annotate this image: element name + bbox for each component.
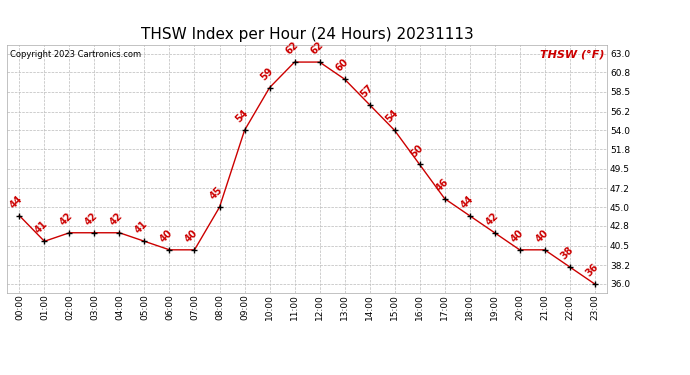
Text: 40: 40 <box>509 228 525 244</box>
Text: 54: 54 <box>384 108 400 125</box>
Text: 60: 60 <box>333 57 350 74</box>
Text: 42: 42 <box>108 211 125 227</box>
Text: 42: 42 <box>59 211 75 227</box>
Text: 62: 62 <box>284 40 300 57</box>
Title: THSW Index per Hour (24 Hours) 20231113: THSW Index per Hour (24 Hours) 20231113 <box>141 27 473 42</box>
Text: 40: 40 <box>533 228 550 244</box>
Text: 57: 57 <box>359 82 375 99</box>
Text: 54: 54 <box>233 108 250 125</box>
Text: 38: 38 <box>558 244 575 261</box>
Text: 40: 40 <box>159 228 175 244</box>
Text: Copyright 2023 Cartronics.com: Copyright 2023 Cartronics.com <box>10 50 141 59</box>
Text: 45: 45 <box>208 185 225 202</box>
Text: THSW (°F): THSW (°F) <box>540 50 604 60</box>
Text: 40: 40 <box>184 228 200 244</box>
Text: 36: 36 <box>584 262 600 278</box>
Text: 62: 62 <box>308 40 325 57</box>
Text: 50: 50 <box>408 142 425 159</box>
Text: 59: 59 <box>259 66 275 82</box>
Text: 46: 46 <box>433 177 450 193</box>
Text: 42: 42 <box>484 211 500 227</box>
Text: 42: 42 <box>83 211 100 227</box>
Text: 44: 44 <box>8 194 25 210</box>
Text: 41: 41 <box>133 219 150 236</box>
Text: 41: 41 <box>33 219 50 236</box>
Text: 44: 44 <box>459 194 475 210</box>
